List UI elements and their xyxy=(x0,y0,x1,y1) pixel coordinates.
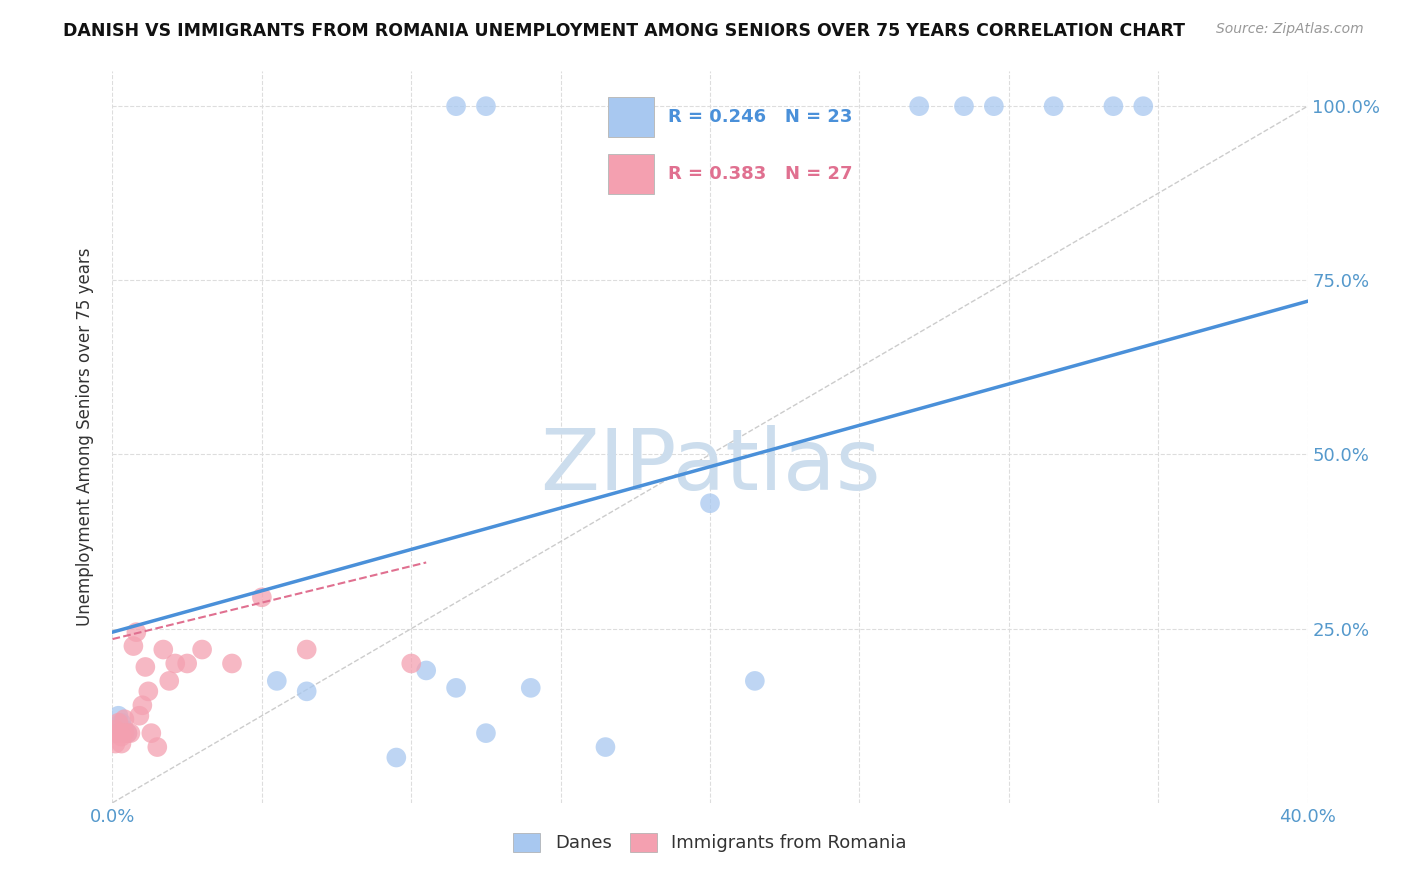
Point xyxy=(114,726,135,740)
Text: R = 0.246   N = 23: R = 0.246 N = 23 xyxy=(668,108,852,126)
Point xyxy=(107,708,129,723)
Point xyxy=(221,657,243,671)
Point xyxy=(191,642,214,657)
Point xyxy=(117,726,139,740)
Legend: Danes, Immigrants from Romania: Danes, Immigrants from Romania xyxy=(506,826,914,860)
Point xyxy=(983,99,1005,113)
Point xyxy=(125,625,148,640)
Point xyxy=(110,715,132,730)
Point xyxy=(134,660,156,674)
Point xyxy=(157,673,180,688)
Y-axis label: Unemployment Among Seniors over 75 years: Unemployment Among Seniors over 75 years xyxy=(76,248,94,626)
FancyBboxPatch shape xyxy=(609,97,654,137)
Point xyxy=(141,726,163,740)
Point xyxy=(295,642,318,657)
Point xyxy=(104,737,127,751)
Point xyxy=(110,737,132,751)
Point xyxy=(165,657,187,671)
Point xyxy=(110,730,132,744)
Point xyxy=(444,681,467,695)
Point xyxy=(250,591,273,605)
Point xyxy=(117,726,139,740)
Point xyxy=(520,681,543,695)
Point xyxy=(114,712,135,726)
Point xyxy=(385,750,408,764)
Point xyxy=(138,684,160,698)
Text: R = 0.383   N = 27: R = 0.383 N = 27 xyxy=(668,165,852,183)
Point xyxy=(266,673,288,688)
Point xyxy=(475,726,498,740)
Point xyxy=(1102,99,1125,113)
Point xyxy=(699,496,721,510)
Point xyxy=(1042,99,1064,113)
Point xyxy=(131,698,153,713)
Point xyxy=(152,642,174,657)
Point xyxy=(107,715,129,730)
Point xyxy=(595,740,617,755)
Point xyxy=(146,740,169,755)
Text: ZIPatlas: ZIPatlas xyxy=(540,425,880,508)
Text: DANISH VS IMMIGRANTS FROM ROMANIA UNEMPLOYMENT AMONG SENIORS OVER 75 YEARS CORRE: DANISH VS IMMIGRANTS FROM ROMANIA UNEMPL… xyxy=(63,22,1185,40)
Point xyxy=(107,726,129,740)
Text: Source: ZipAtlas.com: Source: ZipAtlas.com xyxy=(1216,22,1364,37)
Point xyxy=(908,99,931,113)
Point xyxy=(128,708,150,723)
Point xyxy=(295,684,318,698)
Point xyxy=(114,723,135,737)
Point xyxy=(401,657,423,671)
Point xyxy=(744,673,766,688)
Point xyxy=(415,664,437,678)
FancyBboxPatch shape xyxy=(609,154,654,194)
Point xyxy=(953,99,976,113)
Point xyxy=(444,99,467,113)
Point xyxy=(1132,99,1154,113)
Point xyxy=(176,657,198,671)
Point xyxy=(120,726,142,740)
Point xyxy=(104,723,127,737)
Point xyxy=(475,99,498,113)
Point xyxy=(104,726,127,740)
Point xyxy=(122,639,145,653)
